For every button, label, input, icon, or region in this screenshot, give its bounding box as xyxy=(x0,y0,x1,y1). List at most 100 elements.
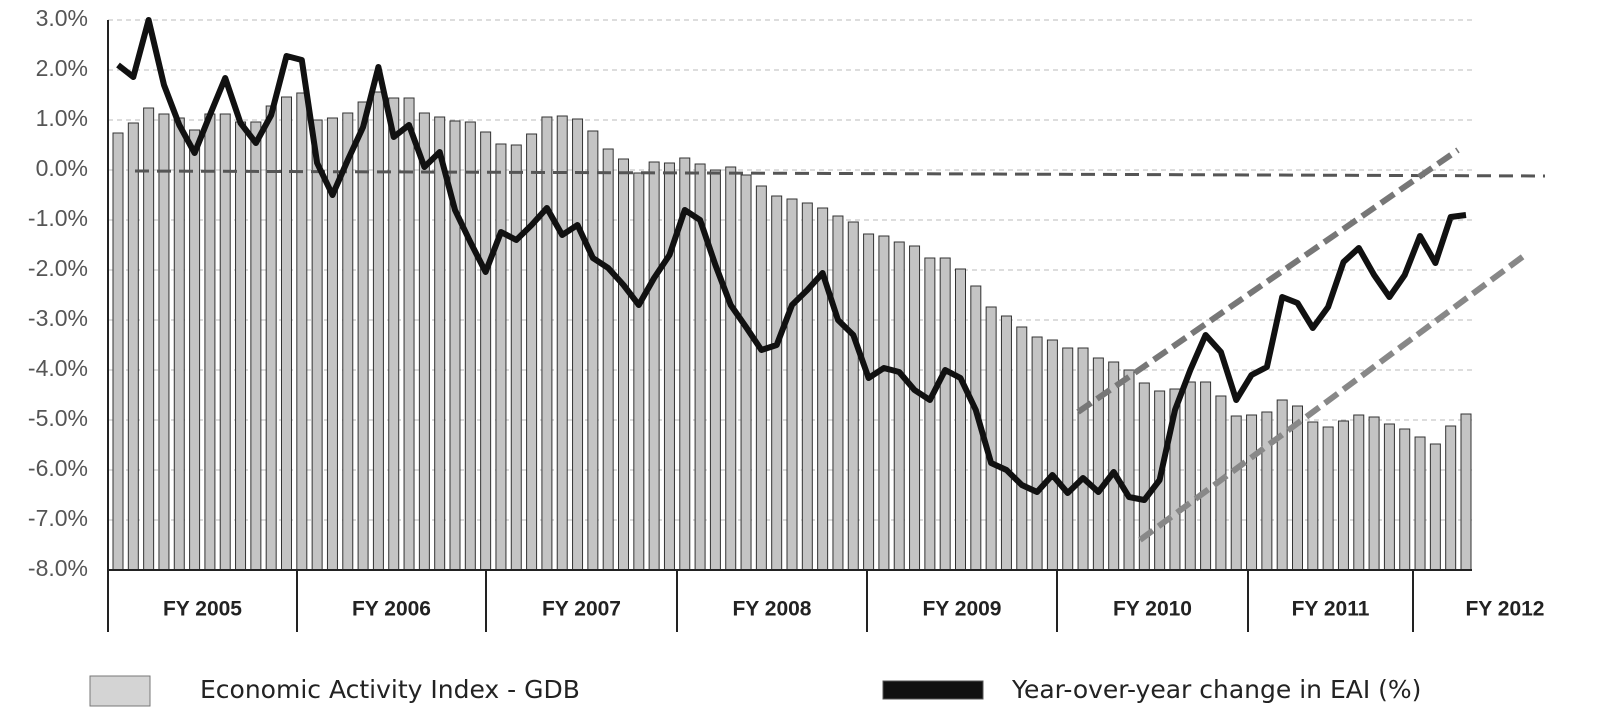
lower-channel xyxy=(1138,252,1527,543)
y-tick-label: -2.0% xyxy=(28,255,88,281)
bar xyxy=(1230,415,1242,571)
bar xyxy=(618,158,629,571)
x-tick-label: FY 2010 xyxy=(1113,598,1192,621)
bar xyxy=(801,202,813,571)
x-tick-label: FY 2008 xyxy=(732,598,811,621)
x-tick-label: FY 2007 xyxy=(542,598,621,621)
y-tick-label: 3.0% xyxy=(36,5,88,31)
bar xyxy=(924,257,936,571)
bar xyxy=(388,97,400,571)
bar xyxy=(755,185,767,571)
bar xyxy=(847,221,859,571)
legend-label: Year-over-year change in EAI (%) xyxy=(1011,675,1421,704)
bar xyxy=(1292,405,1303,571)
bar xyxy=(771,195,783,571)
x-tick-label: FY 2011 xyxy=(1292,598,1370,621)
bar xyxy=(709,169,721,571)
bar xyxy=(173,117,185,571)
bar xyxy=(204,113,216,571)
bar xyxy=(740,174,752,571)
bar xyxy=(633,172,645,571)
bar xyxy=(265,105,277,571)
bar xyxy=(939,257,951,571)
bar xyxy=(1429,443,1441,571)
bar xyxy=(955,268,966,571)
bar xyxy=(495,143,507,571)
bar xyxy=(418,112,430,571)
bar xyxy=(725,166,737,571)
bar xyxy=(587,130,599,571)
y-tick-label: -6.0% xyxy=(28,455,88,481)
bar xyxy=(1383,423,1395,571)
bar xyxy=(1399,428,1411,571)
bar xyxy=(1184,381,1196,571)
bar xyxy=(1368,416,1380,571)
bar xyxy=(572,118,584,571)
bar xyxy=(1307,421,1319,571)
bar xyxy=(1046,339,1058,571)
bar xyxy=(909,245,921,571)
bar xyxy=(602,148,614,571)
bar xyxy=(158,113,170,571)
bar xyxy=(219,113,231,571)
bar xyxy=(556,115,568,571)
bar xyxy=(648,161,660,571)
bar xyxy=(281,96,292,571)
bar xyxy=(1337,420,1349,571)
bar xyxy=(112,132,124,571)
bar xyxy=(235,121,247,571)
bar xyxy=(526,133,538,571)
line xyxy=(116,17,1467,503)
zero-trend xyxy=(134,169,1546,178)
bar xyxy=(342,112,354,571)
bar xyxy=(434,116,446,571)
bar xyxy=(403,97,415,571)
bar xyxy=(1353,414,1365,571)
bar xyxy=(1460,413,1472,571)
y-tick-label: -4.0% xyxy=(28,355,88,381)
x-tick-label: FY 2009 xyxy=(922,598,1001,621)
bar xyxy=(296,92,308,571)
bar xyxy=(878,235,890,571)
y-tick-label: 1.0% xyxy=(36,105,88,131)
legend-swatch xyxy=(882,680,984,700)
bar xyxy=(1031,336,1043,571)
y-tick-label: 2.0% xyxy=(36,55,88,81)
bar xyxy=(311,119,323,571)
bar xyxy=(817,207,829,571)
bar xyxy=(541,116,553,571)
bar xyxy=(1092,357,1104,571)
bar xyxy=(786,198,798,571)
bar xyxy=(893,241,905,571)
y-tick-label: -1.0% xyxy=(28,205,88,231)
bar xyxy=(1138,382,1150,571)
bar xyxy=(663,162,675,571)
legend-swatch xyxy=(89,675,151,707)
bar xyxy=(1445,425,1457,571)
bar xyxy=(464,121,476,571)
bar xyxy=(127,122,139,571)
legend-label: Economic Activity Index - GDB xyxy=(200,675,580,704)
bar xyxy=(1062,347,1074,571)
y-tick-label: -5.0% xyxy=(28,405,88,431)
x-tick-label: FY 2006 xyxy=(352,598,431,621)
bar xyxy=(1000,315,1012,571)
bar xyxy=(1123,369,1135,571)
x-tick-label: FY 2005 xyxy=(163,598,242,621)
y-tick-label: -3.0% xyxy=(28,305,88,331)
bar xyxy=(985,306,997,571)
trend-annotations xyxy=(134,147,1546,543)
bar xyxy=(832,215,844,571)
y-tick-label: -8.0% xyxy=(28,555,88,581)
bar xyxy=(510,144,522,571)
y-tick-label: 0.0% xyxy=(36,155,88,181)
bar xyxy=(1246,414,1258,571)
bar xyxy=(1261,411,1273,571)
bar xyxy=(1016,326,1028,571)
bar xyxy=(189,129,201,571)
bar xyxy=(372,91,384,571)
upper-channel xyxy=(1076,147,1460,415)
bar xyxy=(1322,426,1334,571)
bar xyxy=(480,131,492,571)
